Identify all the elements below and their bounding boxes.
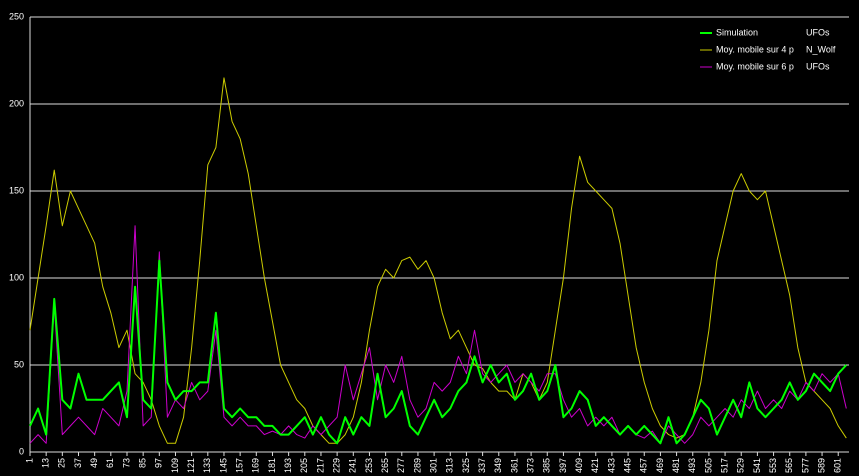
x-tick-label: 253 (364, 458, 374, 473)
x-tick-label: 505 (703, 458, 713, 473)
x-tick-label: 25 (57, 458, 67, 468)
x-tick-label: 1 (24, 458, 34, 463)
x-tick-label: 301 (428, 458, 438, 473)
legend-extra: N_Wolf (806, 44, 836, 54)
x-tick-label: 49 (89, 458, 99, 468)
x-tick-label: 409 (574, 458, 584, 473)
x-tick-label: 565 (784, 458, 794, 473)
x-tick-label: 37 (73, 458, 83, 468)
x-tick-label: 289 (412, 458, 422, 473)
x-tick-label: 121 (186, 458, 196, 473)
x-tick-label: 169 (251, 458, 261, 473)
series-line (29, 77, 847, 444)
x-tick-label: 85 (138, 458, 148, 468)
x-tick-label: 97 (154, 458, 164, 468)
y-tick-label: 150 (9, 185, 24, 195)
x-tick-label: 373 (525, 458, 535, 473)
legend-mask (802, 61, 806, 73)
x-tick-label: 157 (235, 458, 245, 473)
legend-label: Moy. mobile sur 4 p (716, 44, 794, 54)
x-tick-label: 193 (283, 458, 293, 473)
x-tick-label: 601 (833, 458, 843, 473)
x-tick-label: 265 (380, 458, 390, 473)
x-tick-label: 181 (267, 458, 277, 473)
legend-mask (802, 44, 806, 56)
legend-label: Simulation (716, 27, 758, 37)
legend-extra: UFOs (806, 27, 830, 37)
y-tick-label: 250 (9, 11, 24, 21)
series-line (29, 225, 847, 444)
x-tick-label: 73 (121, 458, 131, 468)
x-tick-label: 457 (639, 458, 649, 473)
x-tick-label: 337 (477, 458, 487, 473)
legend-mask (802, 27, 806, 39)
x-tick-label: 325 (461, 458, 471, 473)
x-tick-label: 109 (170, 458, 180, 473)
x-tick-label: 541 (752, 458, 762, 473)
x-tick-label: 517 (719, 458, 729, 473)
y-tick-label: 0 (19, 446, 24, 456)
x-tick-label: 553 (768, 458, 778, 473)
legend-label: Moy. mobile sur 6 p (716, 61, 794, 71)
x-tick-label: 217 (315, 458, 325, 473)
y-tick-label: 200 (9, 98, 24, 108)
x-tick-label: 433 (606, 458, 616, 473)
x-tick-label: 241 (348, 458, 358, 473)
x-tick-label: 61 (105, 458, 115, 468)
x-tick-label: 133 (202, 458, 212, 473)
x-tick-label: 205 (299, 458, 309, 473)
x-tick-label: 277 (396, 458, 406, 473)
x-tick-label: 349 (493, 458, 503, 473)
x-tick-label: 397 (558, 458, 568, 473)
x-tick-label: 13 (41, 458, 51, 468)
x-tick-label: 469 (655, 458, 665, 473)
x-tick-label: 229 (332, 458, 342, 473)
y-tick-label: 100 (9, 272, 24, 282)
x-tick-label: 481 (671, 458, 681, 473)
x-tick-label: 385 (542, 458, 552, 473)
x-tick-label: 145 (218, 458, 228, 473)
x-tick-label: 313 (445, 458, 455, 473)
legend-extra: UFOs (806, 61, 830, 71)
x-tick-label: 361 (509, 458, 519, 473)
y-tick-label: 50 (14, 359, 24, 369)
x-tick-label: 445 (622, 458, 632, 473)
x-tick-label: 493 (687, 458, 697, 473)
x-tick-label: 589 (816, 458, 826, 473)
x-tick-label: 421 (590, 458, 600, 473)
series-line (29, 259, 848, 445)
x-tick-label: 577 (800, 458, 810, 473)
x-tick-label: 529 (736, 458, 746, 473)
